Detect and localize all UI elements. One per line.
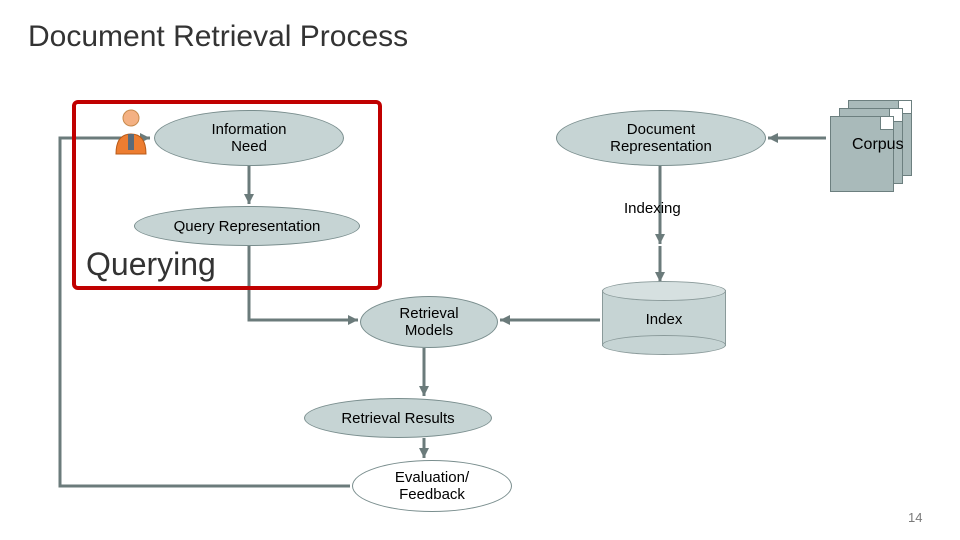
node-information-need: Information Need (154, 110, 344, 166)
label-indexing: Indexing (624, 200, 681, 217)
page-title: Document Retrieval Process (28, 20, 408, 54)
page-number: 14 (908, 510, 922, 525)
index-label: Index (603, 311, 725, 328)
node-evaluation-feedback: Evaluation/ Feedback (352, 460, 512, 512)
person-icon (110, 108, 152, 162)
querying-label: Querying (86, 246, 216, 283)
node-query-representation: Query Representation (134, 206, 360, 246)
node-retrieval-models: Retrieval Models (360, 296, 498, 348)
node-document-representation: Document Representation (556, 110, 766, 166)
node-retrieval-results: Retrieval Results (304, 398, 492, 438)
node-index: Index (602, 290, 726, 346)
corpus-label: Corpus (852, 136, 904, 154)
